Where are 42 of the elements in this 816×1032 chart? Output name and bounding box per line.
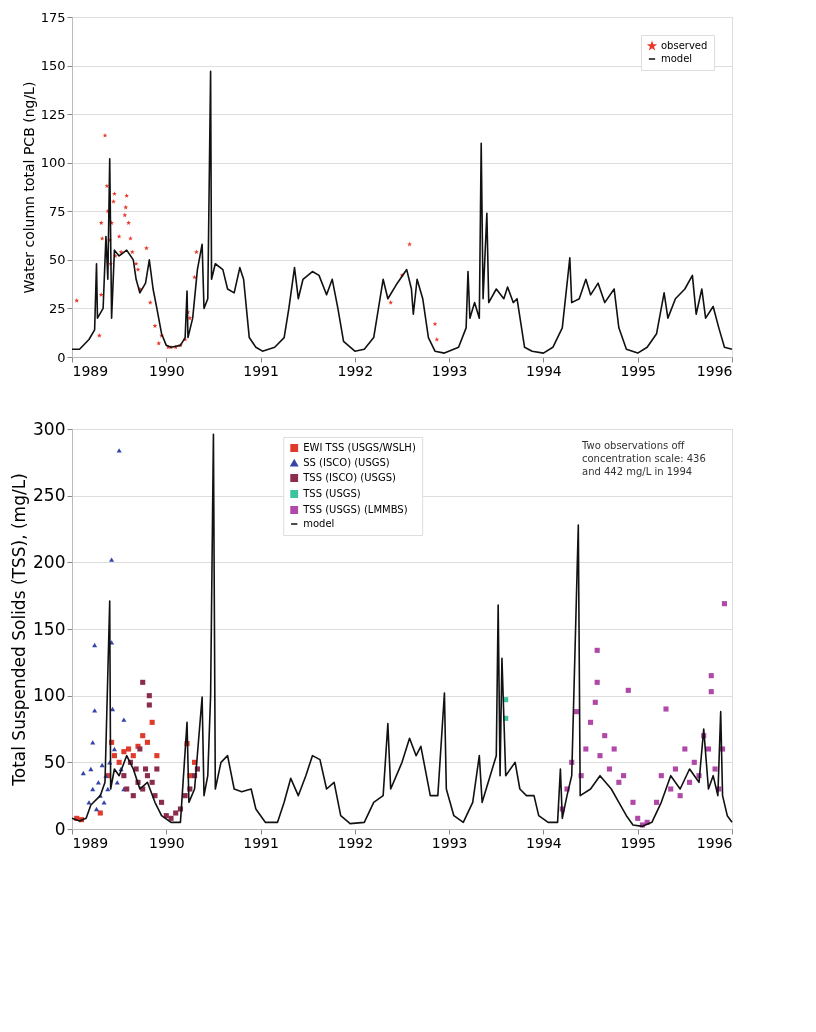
x-tick-label: 1994	[526, 362, 562, 379]
x-tick-label: 1996	[696, 834, 733, 851]
legend-label: observed	[661, 40, 708, 51]
x-tick-label: 1991	[243, 834, 279, 851]
x-tick-label: 1991	[243, 362, 279, 379]
y-tick-label: 0	[57, 349, 66, 365]
y-tick-label: 125	[40, 106, 66, 122]
y-tick-label: 150	[40, 58, 66, 74]
annotation: Two observations off concentration scale: 436 and 442 mg/L in 1994	[581, 440, 706, 477]
x-tick-label: 1995	[620, 362, 657, 379]
y-tick-label: 150	[33, 618, 66, 639]
y-axis-title: Water column total PCB (ng/L)	[20, 81, 37, 294]
x-tick-label: 1989	[72, 362, 109, 379]
y-tick-label: 175	[40, 9, 66, 25]
legend-label: model	[661, 53, 693, 64]
legend-label: TSS (USGS) (LMMBS)	[302, 504, 408, 515]
x-tick-label: 1993	[431, 362, 468, 379]
x-tick-label: 1994	[526, 834, 562, 851]
y-tick-label: 50	[43, 751, 66, 772]
y-tick-label: 25	[48, 300, 66, 316]
x-tick-label: 1995	[620, 834, 657, 851]
x-tick-label: 1990	[148, 362, 185, 379]
y-tick-label: 100	[33, 685, 66, 706]
y-axis-title: Total Suspended Solids (TSS), (mg/L)	[9, 473, 30, 787]
legend-label: TSS (ISCO) (USGS)	[302, 472, 396, 483]
y-tick-label: 50	[48, 252, 66, 268]
x-tick-label: 1989	[72, 834, 109, 851]
y-tick-label: 300	[33, 418, 66, 439]
x-tick-label: 1990	[148, 834, 185, 851]
legend-label: model	[303, 518, 335, 529]
y-tick-label: 0	[54, 818, 66, 839]
y-tick-label: 100	[40, 155, 66, 171]
x-tick-label: 1992	[337, 362, 374, 379]
y-tick-label: 200	[33, 551, 66, 572]
x-tick-label: 1992	[337, 834, 374, 851]
legend-label: SS (ISCO) (USGS)	[303, 457, 390, 468]
x-tick-label: 1993	[431, 834, 468, 851]
y-tick-label: 250	[33, 485, 66, 506]
legend-label: EWI TSS (USGS/WSLH)	[303, 442, 416, 453]
y-tick-label: 75	[48, 203, 66, 219]
x-tick-label: 1996	[696, 362, 733, 379]
legend-label: TSS (USGS)	[302, 488, 361, 499]
